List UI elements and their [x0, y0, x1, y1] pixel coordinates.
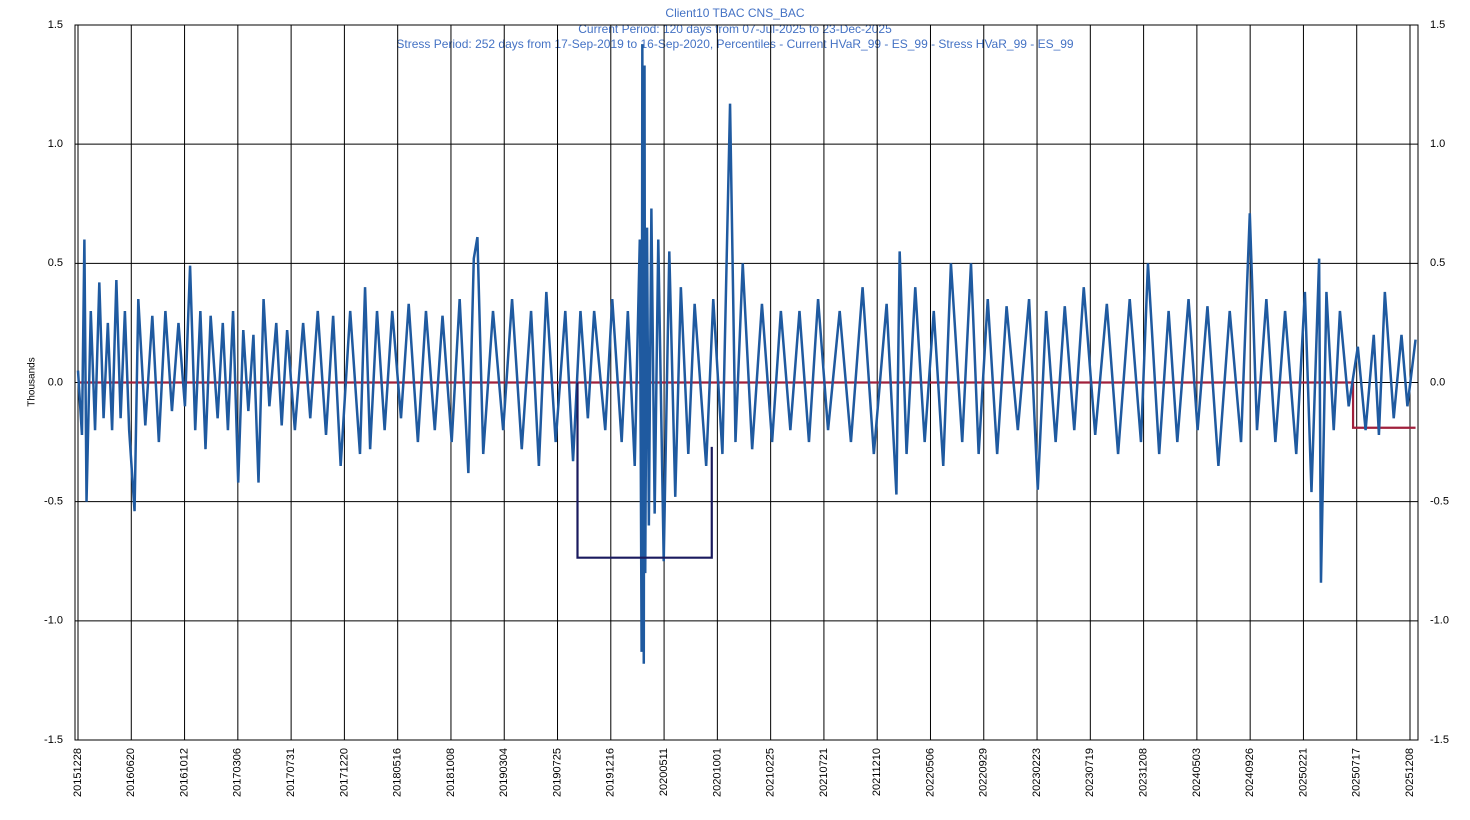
y2-tick-label: -0.5	[1430, 496, 1449, 508]
x-tick-label: 20181008	[445, 748, 457, 797]
x-tick-label: 20250221	[1297, 748, 1309, 797]
chart-title: Client10 TBAC CNS_BAC	[665, 6, 805, 20]
x-tick-label: 20211210	[871, 748, 883, 796]
x-tick-label: 20171220	[338, 748, 350, 797]
y-tick-label: -0.5	[44, 496, 63, 508]
x-tick-label: 20151228	[72, 748, 84, 797]
x-tick-label: 20170731	[285, 748, 297, 797]
x-tick-label: 20180516	[392, 748, 404, 797]
x-tick-label: 20190725	[551, 748, 563, 797]
x-tick-label: 20250717	[1351, 748, 1363, 797]
x-tick-label: 20220506	[924, 748, 936, 797]
x-tick-label: 20160620	[125, 748, 137, 797]
x-tick-label: 20200511	[658, 748, 670, 796]
chart-subtitle: Stress Period: 252 days from 17-Sep-2019…	[396, 37, 1074, 51]
x-tick-label: 20170306	[232, 748, 244, 797]
x-tick-label: 20190304	[498, 748, 510, 797]
x-tick-label: 20251208	[1404, 748, 1416, 797]
x-tick-label: 20230223	[1031, 748, 1043, 797]
data-line	[78, 381, 1416, 429]
x-tick-label: 20161012	[178, 748, 190, 797]
x-tick-label: 20201001	[711, 748, 723, 797]
x-tick-label: 20191216	[605, 748, 617, 797]
x-tick-label: 20230719	[1084, 748, 1096, 797]
y2-tick-label: -1.0	[1430, 615, 1449, 627]
data-line	[576, 382, 713, 559]
y-tick-label: -1.5	[44, 734, 63, 746]
y-tick-label: 1.0	[48, 138, 63, 150]
chart-subtitle: Current Period: 120 days from 07-Jul-202…	[578, 22, 892, 36]
y2-tick-label: 0.5	[1430, 257, 1445, 269]
y-tick-label: 0.0	[48, 376, 63, 388]
y-tick-label: 0.5	[48, 257, 63, 269]
data-line	[76, 44, 1417, 664]
x-tick-label: 20240503	[1191, 748, 1203, 797]
y2-tick-label: 1.5	[1430, 19, 1445, 31]
x-tick-label: 20210721	[818, 748, 830, 797]
x-tick-label: 20240926	[1244, 748, 1256, 797]
y-tick-label: 1.5	[48, 19, 63, 31]
x-tick-label: 20220929	[978, 748, 990, 797]
y-axis-label: Thousands	[27, 357, 38, 406]
x-tick-label: 20210225	[765, 748, 777, 797]
y2-tick-label: 1.0	[1430, 138, 1445, 150]
y-tick-label: -1.0	[44, 615, 63, 627]
x-tick-label: 20231208	[1138, 748, 1150, 797]
y2-tick-label: -1.5	[1430, 734, 1449, 746]
y2-tick-label: 0.0	[1430, 376, 1445, 388]
